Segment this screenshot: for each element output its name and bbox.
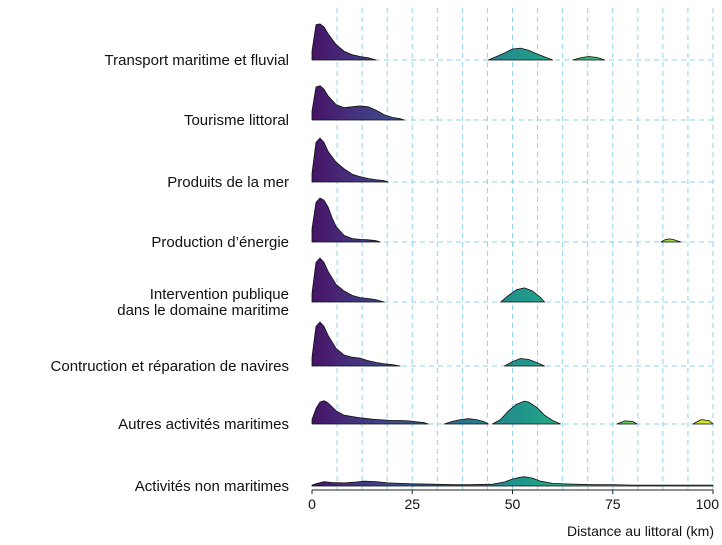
category-label: Activités non maritimes	[135, 478, 289, 495]
category-labels: Activités non maritimes Autres activités …	[51, 52, 289, 495]
x-tick-label: 50	[505, 496, 521, 512]
x-tick-label: 75	[605, 496, 621, 512]
category-label: Contruction et réparation de navires	[51, 358, 289, 375]
ridge-2-segment-1	[504, 358, 545, 367]
x-tick-label: 100	[696, 496, 720, 512]
ridge-1-segment-0	[311, 400, 429, 425]
x-tick-label: 0	[308, 496, 316, 512]
x-axis: 0 25 50 75 100	[308, 489, 720, 512]
ridge-3-segment-1	[500, 287, 545, 303]
ridge-1-segment-4	[692, 419, 714, 425]
ridge-7-segment-1	[488, 47, 553, 61]
category-label: Production d’énergie	[151, 234, 289, 251]
category-label: Tourisme littoral	[184, 112, 289, 129]
ridge-4-segment-0	[311, 197, 381, 243]
ridge-1-segment-2	[492, 400, 561, 425]
ridge-6-segment-0	[311, 85, 405, 121]
ridge-5-segment-0	[311, 137, 389, 183]
category-label: Intervention publique dans le domaine mar…	[117, 286, 289, 319]
ridges	[311, 23, 714, 487]
ridge-3-segment-0	[311, 257, 385, 303]
ridge-2-segment-0	[311, 321, 401, 367]
ridge-4-segment-1	[660, 238, 682, 243]
category-label: Autres activités maritimes	[118, 416, 289, 433]
ridge-7-segment-2	[572, 56, 606, 61]
ridge-1-segment-1	[443, 418, 489, 425]
ridge-1-segment-3	[616, 420, 638, 425]
category-label: Produits de la mer	[167, 174, 289, 191]
x-axis-title: Distance au littoral (km)	[567, 523, 714, 539]
ridge-0-segment-0	[311, 476, 714, 487]
category-label: Transport maritime et fluvial	[105, 52, 290, 69]
ridge-7-segment-0	[311, 23, 377, 61]
x-tick-label: 25	[404, 496, 420, 512]
